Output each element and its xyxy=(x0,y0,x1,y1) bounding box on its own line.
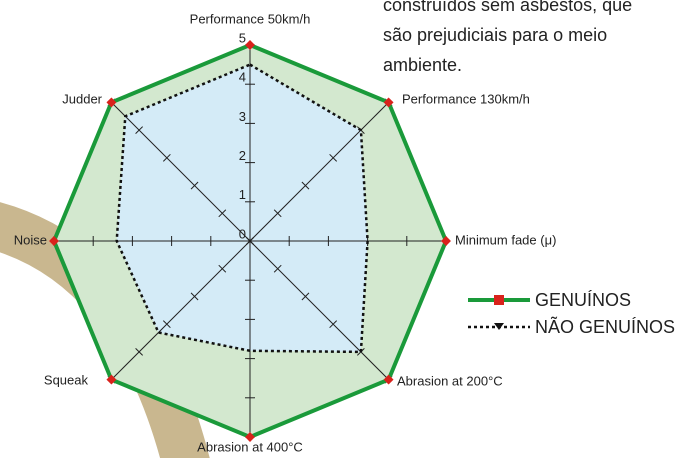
annotation-line: são prejudiciais para o meio xyxy=(383,25,607,45)
category-label: Performance 130km/h xyxy=(402,91,530,106)
category-label: Abrasion at 400°C xyxy=(197,439,303,454)
legend-marker xyxy=(494,323,504,330)
category-label: Judder xyxy=(62,91,102,106)
tick-label: 4 xyxy=(239,70,246,85)
category-label: Performance 50km/h xyxy=(190,11,311,26)
annotation-line: construídos sem asbestos, que xyxy=(383,0,632,15)
tick-label: 3 xyxy=(239,109,246,124)
legend-label: GENUÍNOS xyxy=(535,290,631,310)
legend-label: NÃO GENUÍNOS xyxy=(535,316,675,337)
tick-label: 5 xyxy=(239,30,246,45)
category-label: Squeak xyxy=(44,372,89,387)
category-label: Abrasion at 200°C xyxy=(397,373,503,388)
annotation-line: ambiente. xyxy=(383,55,462,75)
legend-marker xyxy=(494,295,504,305)
category-label: Noise xyxy=(14,232,47,247)
tick-label: 0 xyxy=(239,226,246,241)
tick-label: 2 xyxy=(239,148,246,163)
chart: construídos sem asbestos, que são prejud… xyxy=(0,0,699,458)
tick-label: 1 xyxy=(239,187,246,202)
category-label: Minimum fade (μ) xyxy=(455,232,556,247)
